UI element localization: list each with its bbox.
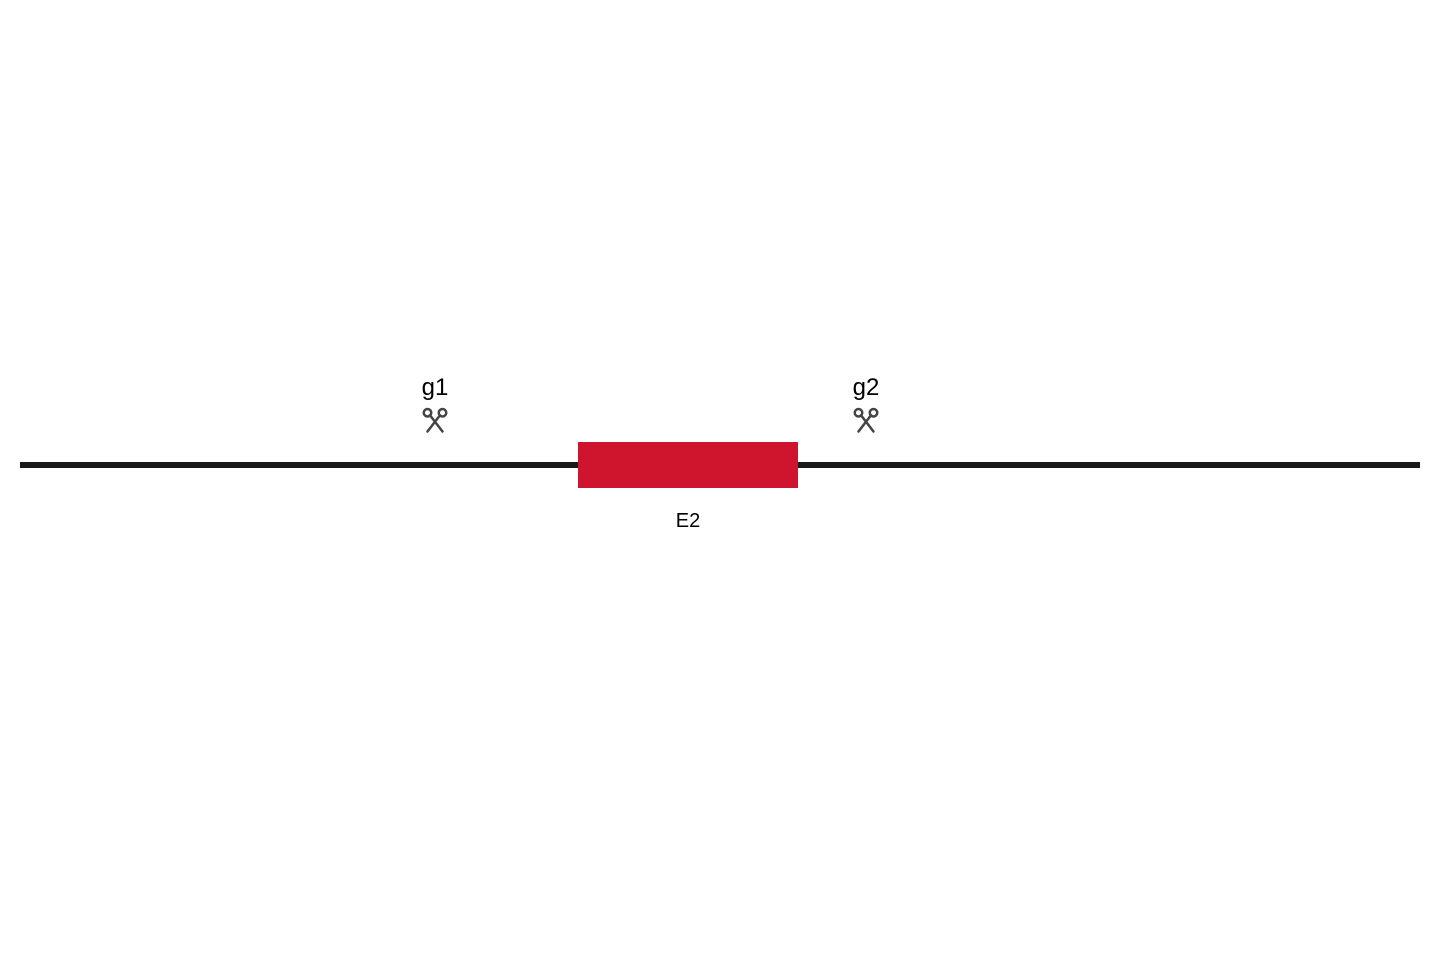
exon-box [578,442,798,488]
cut-site-g1: g1 [420,374,450,439]
cut-site-g2: g2 [851,374,881,439]
exon-label: E2 [676,510,700,533]
scissors-icon [851,404,881,439]
cut-label-g2: g2 [851,374,881,402]
cut-label-g1: g1 [420,374,450,402]
scissors-icon [420,404,450,439]
